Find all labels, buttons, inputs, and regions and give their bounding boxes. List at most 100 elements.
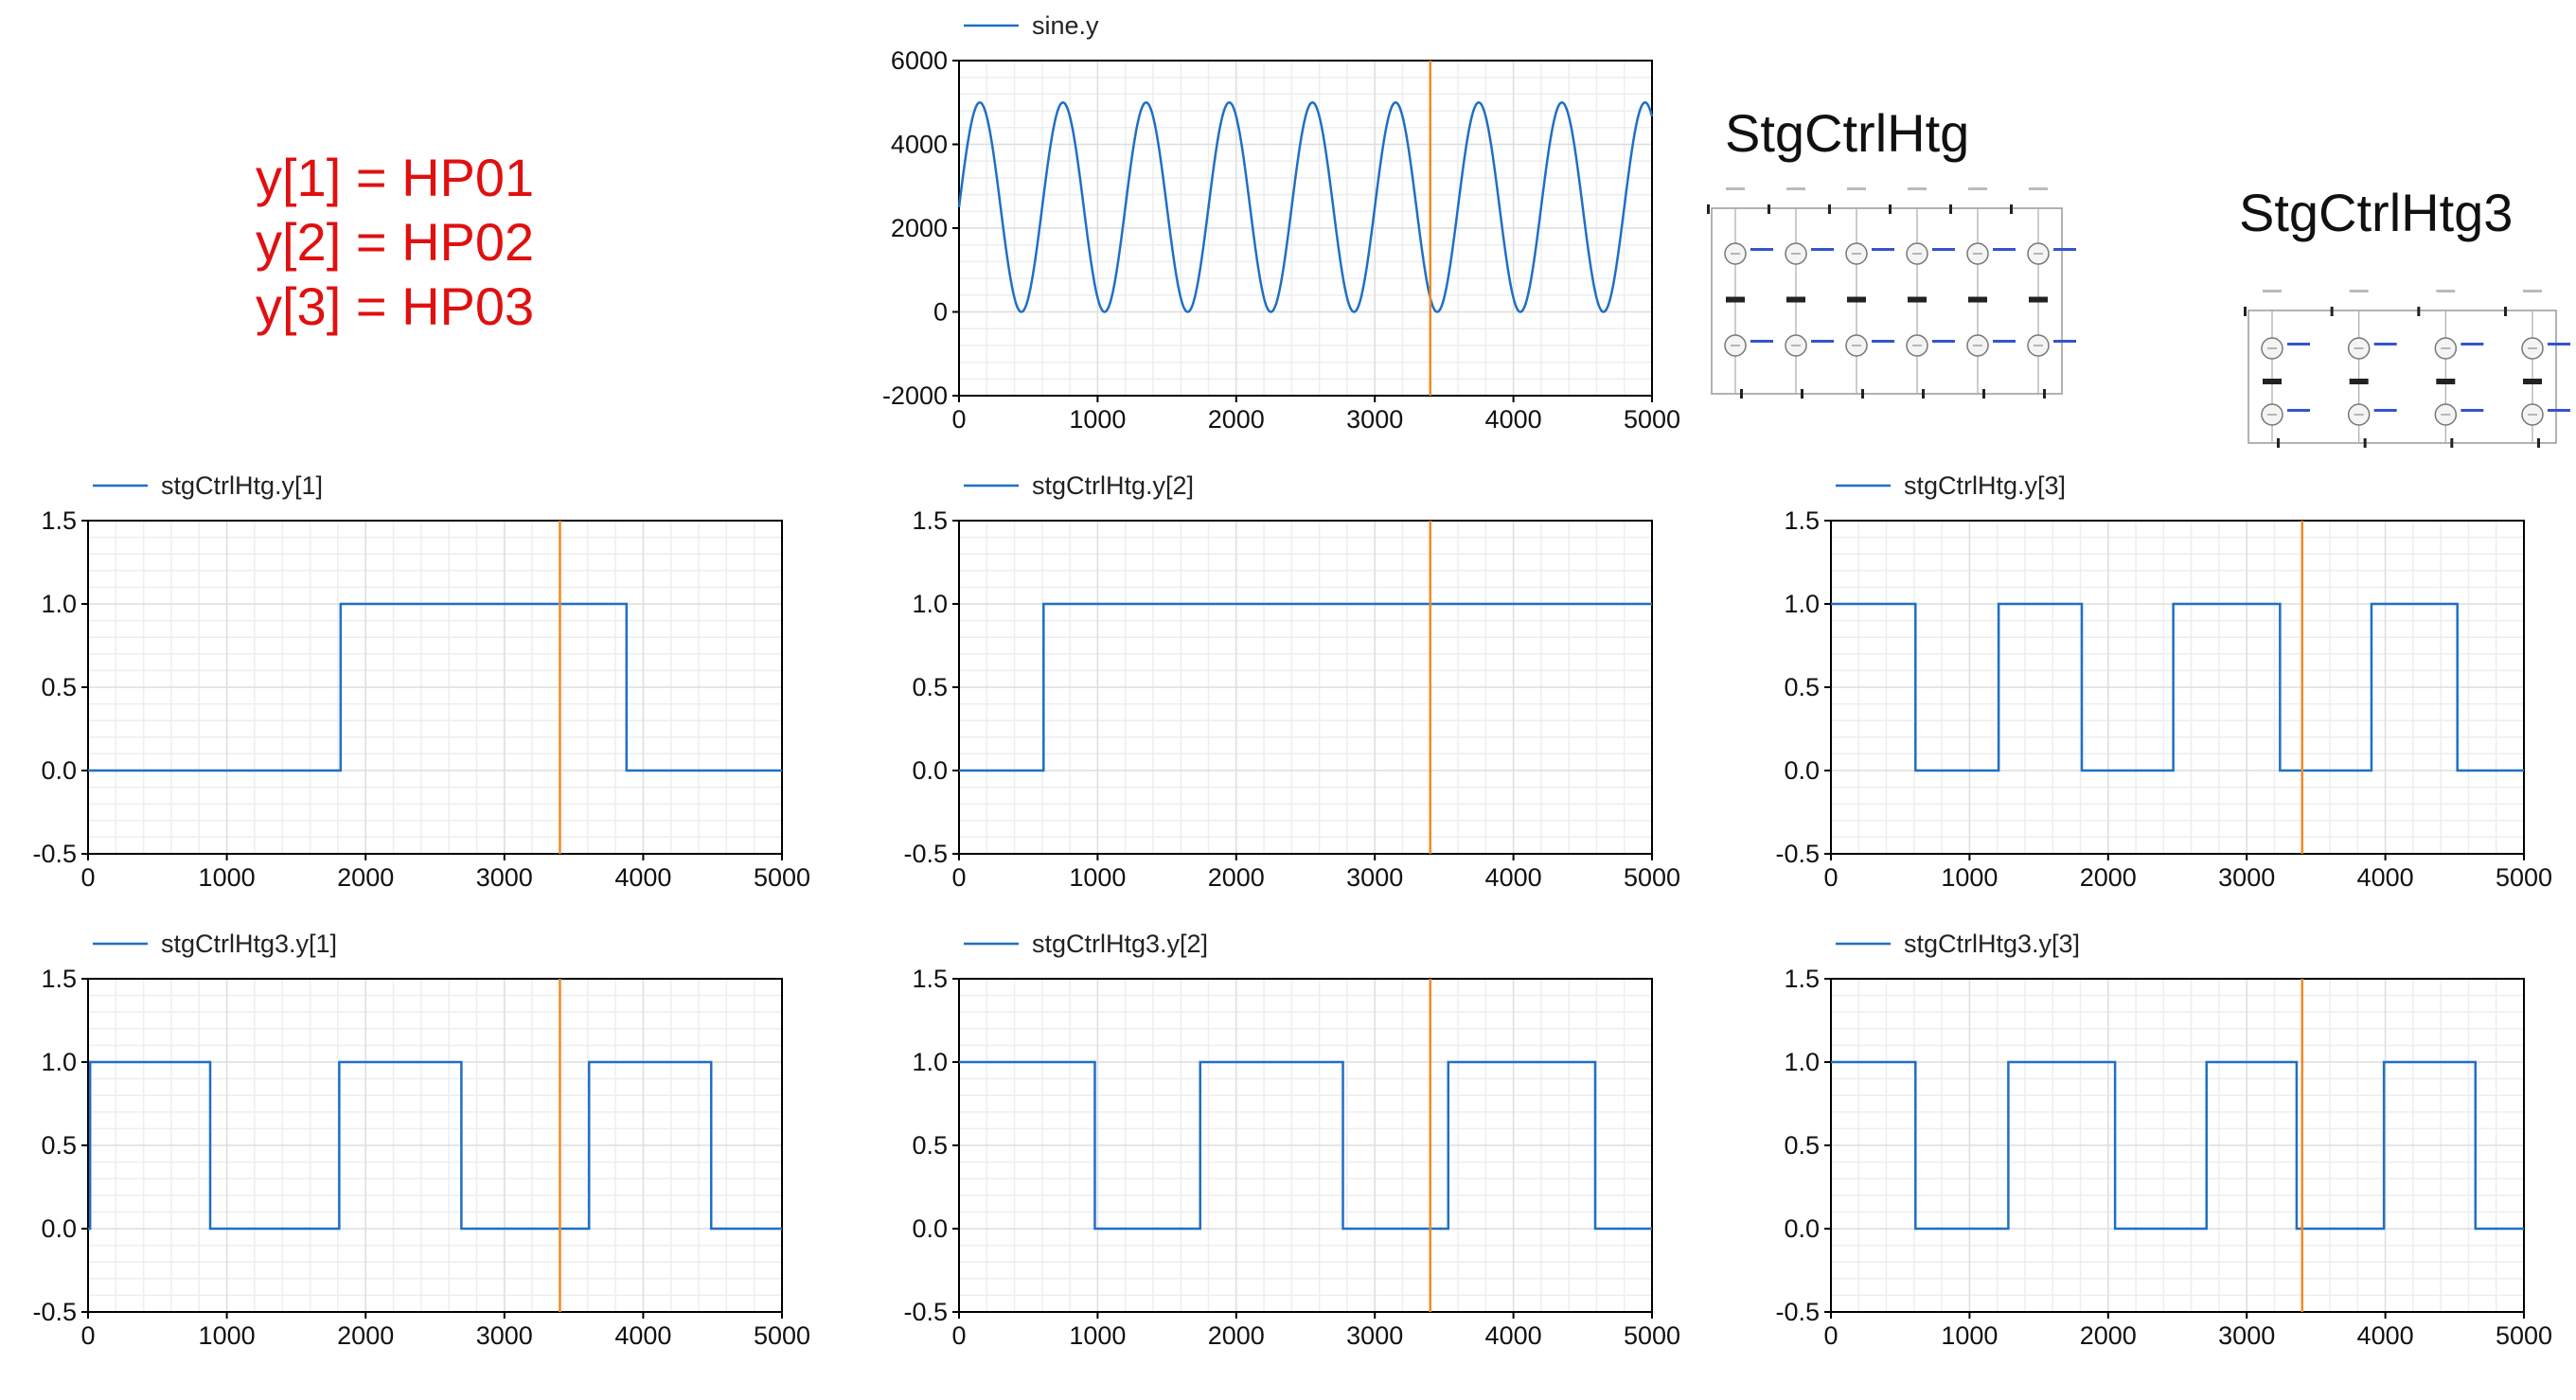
legend-label: sine.y (1032, 11, 1099, 40)
y-tick-label: 2000 (891, 214, 948, 242)
y-tick-label: 0.0 (41, 756, 77, 785)
x-tick-label: 2000 (2080, 863, 2137, 892)
series-line (88, 1060, 782, 1231)
bottom-transition (1982, 389, 1985, 399)
step-label-mark (1872, 248, 1894, 251)
header-mark (2263, 290, 2282, 292)
diagram-frame (1711, 207, 2063, 395)
x-tick-label: 5000 (2496, 863, 2552, 892)
bottom-transition (2363, 438, 2367, 448)
top-transition (1889, 204, 1892, 214)
header-mark (2029, 187, 2048, 190)
y-tick-label: -0.5 (32, 840, 77, 868)
y-tick-label: 1.0 (912, 590, 948, 618)
x-tick-label: 1000 (1941, 863, 1998, 892)
y-tick-label: -0.5 (1775, 840, 1820, 868)
diagram-title-stgctrlhtg3: StgCtrlHtg3 (2239, 183, 2513, 242)
transition-bar (2436, 379, 2456, 384)
y-tick-label: 1.5 (41, 965, 77, 993)
header-mark (1968, 187, 1987, 190)
x-tick-label: 2000 (337, 1321, 394, 1350)
step-label-mark (2053, 340, 2076, 343)
chart-sine: sine.y0 1000 2000 3000 4000 5000-200002000400… (882, 11, 1680, 434)
transition-bar (1968, 296, 1987, 303)
step-label-mark (1811, 340, 1834, 343)
bottom-transition (1801, 389, 1803, 399)
transition-bar (2029, 296, 2048, 303)
chart-stgctrlhtg3-y2: stgCtrlHtg3.y[2] 0 1000 2000 3000 4000 5000 -0.… (903, 930, 1680, 1350)
x-tick-label: 1000 (1069, 863, 1126, 892)
y-tick-label: 1.0 (912, 1048, 948, 1076)
y-tick-label: 0.5 (912, 673, 948, 701)
legend-label: stgCtrlHtg.y[1] (161, 471, 323, 500)
x-tick-label: 3000 (476, 1321, 533, 1350)
series-line (1831, 1060, 2524, 1231)
x-tick-label: 4000 (614, 863, 671, 892)
y-tick-label: 0.5 (1784, 1131, 1820, 1160)
y-tick-label: 1.0 (1784, 590, 1820, 618)
state-graph-diagram-icon (2244, 290, 2570, 448)
x-tick-label: 1000 (199, 1321, 256, 1350)
x-tick-label: 4000 (2357, 863, 2414, 892)
y-tick-label: 1.5 (912, 965, 948, 993)
step-label-mark (1811, 248, 1834, 251)
x-tick-label: 3000 (2218, 863, 2275, 892)
mapping-line-1: y[1] = HP01 (256, 148, 534, 207)
x-tick-label: 4000 (2357, 1321, 2414, 1350)
x-tick-label: 1000 (1069, 1321, 1126, 1350)
bottom-transition (1861, 389, 1864, 399)
y-tick-label: 0.5 (912, 1131, 948, 1160)
mapping-line-2: y[2] = HP02 (256, 212, 534, 272)
y-tick-label: 0.5 (41, 1131, 77, 1160)
chart-stgctrlhtg-y1: stgCtrlHtg.y[1] 0 1000 2000 3000 4000 5000 -0.5… (32, 471, 810, 892)
legend-label: stgCtrlHtg3.y[3] (1904, 930, 2080, 958)
x-tick-label: 5000 (1624, 863, 1680, 892)
x-tick-label: 3000 (476, 863, 533, 892)
bottom-transition (1922, 389, 1925, 399)
series-line (88, 602, 782, 772)
step-label-mark (1932, 248, 1955, 251)
y-tick-label: 1.0 (41, 590, 77, 618)
header-mark (1726, 187, 1745, 190)
y-tick-label: 0.0 (912, 1214, 948, 1243)
y-tick-label: -2000 (882, 381, 948, 410)
top-transition (1949, 204, 1952, 214)
x-tick-label: 1000 (1069, 405, 1126, 434)
transition-bar (1908, 296, 1927, 303)
y-tick-label: -0.5 (903, 1298, 948, 1326)
x-tick-label: 5000 (754, 1321, 810, 1350)
x-tick-label: 2000 (1208, 405, 1265, 434)
header-mark (2523, 290, 2542, 292)
header-mark (2349, 290, 2369, 292)
x-tick-label: 0 (1823, 1321, 1838, 1350)
step-label-mark (1750, 340, 1773, 343)
top-transition (2504, 307, 2507, 316)
step-label-mark (2373, 343, 2397, 346)
chart-stgctrlhtg3-y3: stgCtrlHtg3.y[3] 0 1000 2000 3000 4000 5000 -0.… (1775, 930, 2552, 1350)
x-tick-label: 1000 (1941, 1321, 1998, 1350)
chart-stgctrlhtg-y3: stgCtrlHtg.y[3] 0 1000 2000 3000 4000 5000 -0.5… (1775, 471, 2552, 892)
step-label-mark (2287, 343, 2310, 346)
x-tick-label: 3000 (1346, 863, 1403, 892)
x-tick-label: 1000 (199, 863, 256, 892)
chart-stgctrlhtg-y2: stgCtrlHtg.y[2] 0 1000 2000 3000 4000 5000 -0.5… (903, 471, 1680, 892)
header-mark (1786, 187, 1805, 190)
x-tick-label: 0 (80, 863, 95, 892)
step-label-mark (2053, 248, 2076, 251)
transition-bar (2523, 379, 2542, 384)
x-tick-label: 3000 (1346, 1321, 1403, 1350)
top-transition (1707, 204, 1710, 214)
top-transition (2010, 204, 2013, 214)
step-label-mark (1993, 248, 2016, 251)
step-label-mark (1750, 248, 1773, 251)
mapping-line-3: y[3] = HP03 (256, 276, 534, 336)
x-tick-label: 5000 (2496, 1321, 2552, 1350)
y-tick-label: 0.0 (912, 756, 948, 785)
y-tick-label: -0.5 (903, 840, 948, 868)
series-line (959, 602, 1652, 772)
y-tick-label: 0.5 (41, 673, 77, 701)
bottom-transition (2537, 438, 2540, 448)
x-tick-label: 3000 (2218, 1321, 2275, 1350)
y-tick-label: 6000 (891, 46, 948, 75)
header-mark (1847, 187, 1866, 190)
